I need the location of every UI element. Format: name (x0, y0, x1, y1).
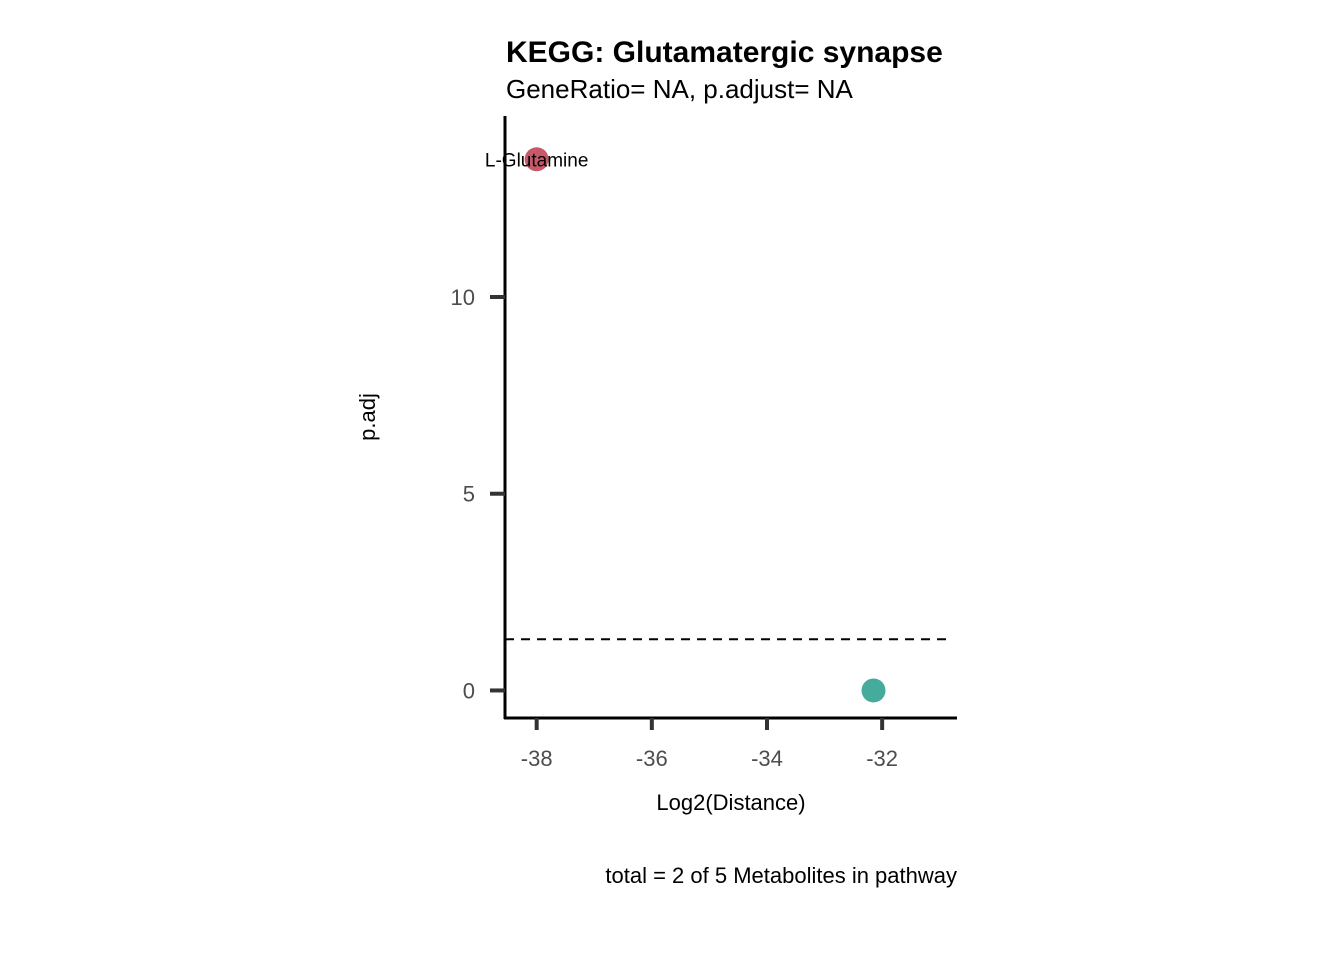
y-tick-label: 0 (463, 678, 475, 703)
x-tick-label: -34 (751, 746, 783, 771)
x-tick-label: -38 (521, 746, 553, 771)
x-tick-label: -36 (636, 746, 668, 771)
y-axis-title: p.adj (355, 393, 380, 441)
data-point (861, 678, 886, 703)
chart-caption: total = 2 of 5 Metabolites in pathway (605, 863, 957, 888)
y-tick-label: 5 (463, 482, 475, 507)
plot-area: -38 -36 -34 -32 0 5 10 L-Glutamine (451, 116, 957, 771)
chart-title: KEGG: Glutamatergic synapse (506, 36, 943, 69)
x-axis-title: Log2(Distance) (656, 790, 805, 815)
point-label: L-Glutamine (485, 150, 589, 171)
x-tick-label: -32 (866, 746, 898, 771)
chart-subtitle: GeneRatio= NA, p.adjust= NA (506, 74, 854, 104)
data-point (524, 147, 549, 172)
y-tick-label: 10 (451, 285, 475, 310)
